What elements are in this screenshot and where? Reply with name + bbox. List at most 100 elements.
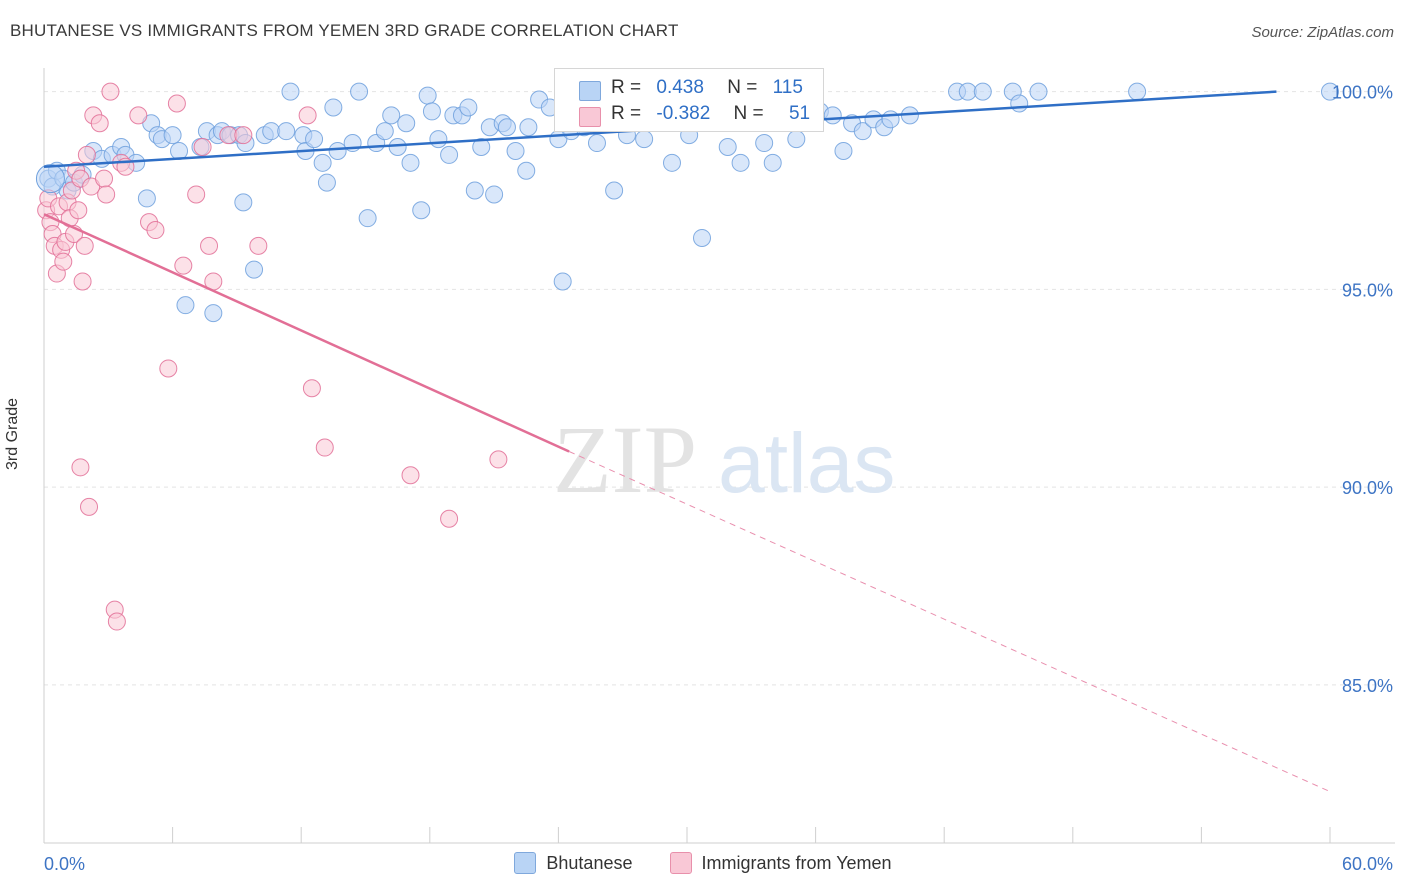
gridlines [44, 91, 1395, 686]
stats-row-bhutanese: R = 0.438 N = 115 [579, 77, 803, 101]
stats-r-value: -0.382 [656, 103, 711, 124]
point-bhutanese [245, 260, 264, 279]
stats-n-value: 115 [772, 77, 803, 98]
point-bhutanese [472, 138, 491, 156]
point-bhutanese [853, 122, 872, 141]
point-bhutanese [305, 130, 324, 149]
point-bhutanese [281, 82, 300, 101]
point-yemen [54, 252, 73, 271]
legend-label: Immigrants from Yemen [701, 852, 892, 873]
watermark-zip: ZIP [553, 406, 697, 513]
y-tick-label: 100.0% [1332, 83, 1393, 103]
point-bhutanese [485, 185, 504, 204]
point-bhutanese [397, 114, 416, 133]
point-bhutanese [1321, 82, 1339, 101]
point-bhutanese [497, 118, 516, 137]
point-yemen [174, 256, 193, 275]
point-bhutanese [763, 153, 782, 172]
point-yemen [315, 438, 334, 457]
x-tick-label: 0.0% [44, 854, 85, 874]
point-bhutanese [328, 141, 347, 160]
stats-n-label: N = [733, 103, 764, 124]
chart-title: BHUTANESE VS IMMIGRANTS FROM YEMEN 3RD G… [10, 21, 679, 40]
point-bhutanese [823, 106, 842, 125]
point-bhutanese [834, 141, 853, 160]
stats-r-label: R = [611, 103, 642, 124]
point-bhutanese [137, 189, 156, 208]
legend-item-bhutanese: Bhutanese [514, 852, 632, 874]
point-yemen [80, 497, 99, 516]
point-yemen [200, 236, 219, 255]
point-yemen [95, 169, 114, 188]
point-bhutanese [881, 110, 900, 129]
data-points [35, 82, 1339, 631]
y-tick-label: 90.0% [1342, 478, 1393, 498]
point-bhutanese [605, 181, 624, 200]
point-bhutanese [277, 122, 296, 141]
y-tick-label: 85.0% [1342, 676, 1393, 696]
point-bhutanese [163, 126, 182, 145]
point-yemen [69, 201, 88, 220]
point-yemen [193, 138, 212, 156]
trend-extension-yemen [568, 451, 1331, 793]
point-yemen [146, 221, 165, 240]
point-bhutanese [718, 138, 737, 156]
point-yemen [101, 82, 120, 101]
legend-swatch-blue [514, 852, 537, 874]
point-bhutanese [382, 106, 401, 125]
tick-labels: 100.0% 95.0% 90.0% 85.0% 0.0% 60.0% [44, 83, 1393, 874]
point-bhutanese [204, 304, 223, 323]
point-bhutanese [553, 272, 572, 291]
legend-swatch-pink [669, 852, 692, 874]
point-bhutanese [459, 98, 478, 117]
legend-label: Bhutanese [546, 852, 633, 873]
stats-swatch-pink [579, 107, 601, 127]
point-yemen [107, 612, 126, 631]
point-bhutanese [422, 102, 441, 121]
point-yemen [401, 466, 420, 485]
point-bhutanese [440, 145, 459, 164]
point-bhutanese [635, 130, 654, 149]
point-bhutanese [358, 209, 377, 228]
correlation-box: R = 0.438 N = 115 R = -0.382 N = 51 [554, 68, 824, 132]
stats-row-yemen: R = -0.382 N = 51 [579, 103, 811, 127]
point-bhutanese [350, 82, 369, 101]
point-bhutanese [755, 134, 774, 153]
point-bhutanese [693, 228, 712, 247]
point-bhutanese [1128, 82, 1147, 101]
chart-source: Source: ZipAtlas.com [1251, 24, 1394, 41]
point-bhutanese [517, 161, 536, 180]
stats-n-value: 51 [788, 103, 811, 124]
point-bhutanese [176, 296, 195, 315]
point-bhutanese [1029, 82, 1048, 101]
trend-line-yemen [43, 213, 570, 453]
point-bhutanese [1010, 94, 1029, 113]
point-bhutanese [465, 181, 484, 200]
point-bhutanese [587, 134, 606, 153]
point-bhutanese [388, 138, 407, 156]
point-yemen [219, 126, 238, 145]
point-yemen [440, 509, 459, 528]
point-yemen [82, 177, 101, 196]
watermark: ZIP atlas [553, 406, 895, 513]
point-bhutanese [401, 153, 420, 172]
point-yemen [129, 106, 148, 125]
stats-swatch-blue [579, 81, 601, 101]
legend: Bhutanese Immigrants from Yemen [0, 852, 1406, 879]
point-yemen [73, 272, 92, 291]
point-yemen [167, 94, 186, 113]
point-bhutanese [429, 130, 448, 149]
point-bhutanese [958, 82, 977, 101]
point-bhutanese [317, 173, 336, 192]
point-yemen [97, 185, 116, 204]
stats-r-label: R = [611, 77, 642, 98]
point-yemen [77, 145, 96, 164]
point-yemen [298, 106, 317, 125]
stats-r-value: 0.438 [656, 77, 704, 98]
watermark-atlas: atlas [718, 416, 895, 510]
stats-n-label: N = [727, 77, 758, 98]
point-bhutanese [973, 82, 992, 101]
x-tick-label: 60.0% [1342, 854, 1393, 874]
point-bhutanese [418, 86, 437, 105]
